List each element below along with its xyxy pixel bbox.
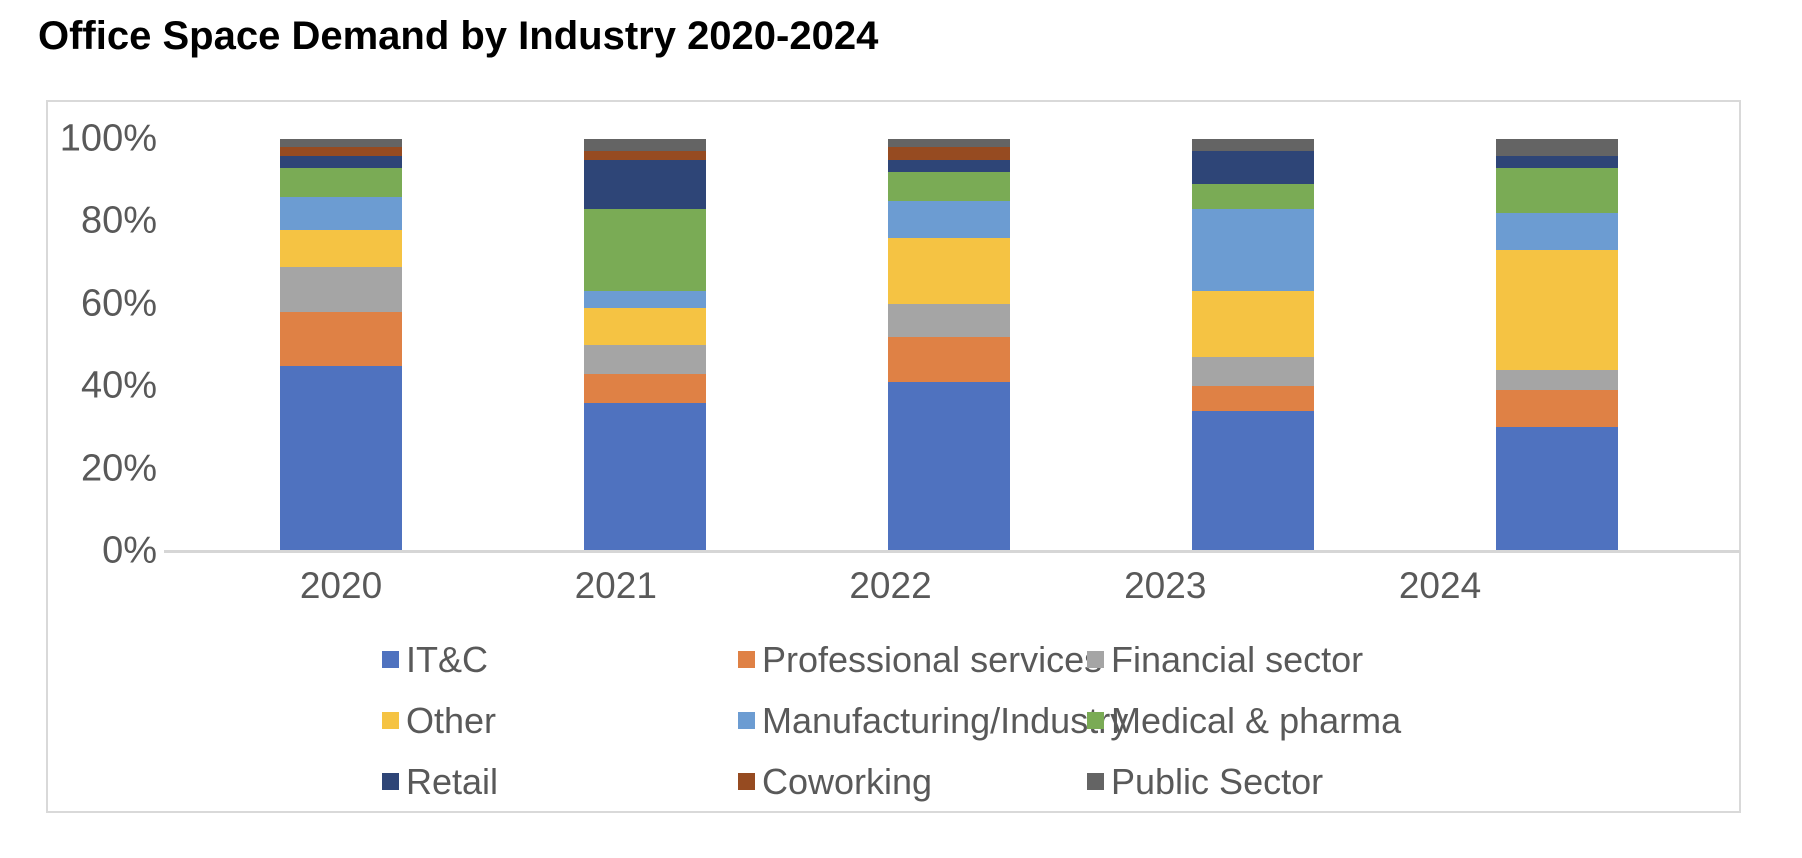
bar-2022 [888,139,1010,551]
bar-segment-retail [280,155,402,168]
legend-swatch-icon [382,773,399,790]
bar-segment-coworking [280,147,402,156]
y-tick-label: 40% [80,364,157,407]
bar-segment-retail [1496,155,1618,168]
legend-swatch-icon [738,773,755,790]
legend-item-professional-services: Professional services [738,639,1102,681]
bar-segment-other [280,229,402,267]
bar-segment-financial-sector [584,345,706,374]
legend-swatch-icon [382,712,399,729]
bar-2023 [1192,139,1314,551]
legend-item-public-sector: Public Sector [1087,761,1401,803]
legend-label: Other [406,699,497,741]
chart-title: Office Space Demand by Industry 2020-202… [38,14,879,58]
legend-swatch-icon [1087,773,1104,790]
plot-area [164,139,1740,553]
legend-label: Manufacturing/Industry [762,699,1129,741]
legend-item-medical-pharma: Medical & pharma [1087,700,1401,742]
y-tick-label: 80% [80,199,157,242]
bar-segment-medical-pharma [888,172,1010,201]
bar-segment-it-c [280,365,402,551]
legend-item-it-c: IT&C [382,639,738,681]
bar-segment-manufacturing-industry [888,200,1010,238]
bar-segment-coworking [888,147,1010,160]
bar-segment-manufacturing-industry [280,196,402,230]
chart-container: 100% 80% 60% 40% 20% 0% 2020 2021 2022 2023 2024 … [46,100,1741,813]
legend-label: Public Sector [1111,760,1324,802]
bar-segment-manufacturing-industry [584,291,706,308]
x-axis-line [164,550,1740,553]
y-tick-label: 0% [102,529,157,572]
bar-segment-public-sector [1496,139,1618,156]
bar-segment-manufacturing-industry [1496,213,1618,251]
y-axis: 100% 80% 60% 40% 20% 0% [48,102,203,811]
legend-swatch-icon [738,651,755,668]
legend-item-other: Other [382,700,738,742]
legend-item-retail: Retail [382,761,738,803]
bars-row [280,139,1618,551]
bar-2020 [280,139,402,551]
bar-segment-financial-sector [1496,369,1618,391]
bar-segment-financial-sector [1192,357,1314,387]
x-axis-labels: 2020 2021 2022 2023 2024 [280,565,1501,607]
legend-swatch-icon [738,712,755,729]
bar-segment-public-sector [888,139,1010,148]
y-tick-label: 60% [80,282,157,325]
bar-segment-other [1192,291,1314,358]
bar-segment-retail [888,159,1010,173]
legend-swatch-icon [1087,712,1104,729]
legend-swatch-icon [1087,651,1104,668]
y-tick-label: 100% [59,117,157,160]
bar-segment-manufacturing-industry [1192,209,1314,292]
x-axis-label: 2021 [574,565,657,606]
bar-segment-it-c [1192,410,1314,551]
bar-segment-professional-services [280,312,402,366]
bar-segment-medical-pharma [584,209,706,292]
bar-2021 [584,139,706,551]
bar-segment-financial-sector [888,303,1010,337]
bar-segment-other [584,307,706,346]
bar-segment-professional-services [584,373,706,403]
legend-label: IT&C [406,638,489,680]
bar-segment-professional-services [888,336,1010,383]
bar-segment-financial-sector [280,266,402,313]
bar-segment-public-sector [280,139,402,148]
bar-segment-public-sector [584,139,706,152]
bar-segment-it-c [888,382,1010,551]
bar-segment-coworking [584,151,706,160]
bar-segment-medical-pharma [280,167,402,197]
legend-swatch-icon [382,651,399,668]
bar-segment-other [888,237,1010,304]
bar-segment-professional-services [1496,390,1618,428]
legend-item-manufacturing-industry: Manufacturing/Industry [738,700,1128,742]
bar-segment-public-sector [1192,139,1314,152]
x-axis-label: 2024 [1398,565,1482,606]
bar-2024 [1496,139,1618,551]
bar-segment-it-c [1496,427,1618,551]
x-axis-label: 2020 [299,565,383,606]
bar-segment-retail [1192,151,1314,185]
bar-segment-other [1496,250,1618,370]
bar-segment-medical-pharma [1496,167,1618,214]
legend-label: Financial sector [1111,638,1364,680]
legend-item-financial-sector: Financial sector [1087,639,1401,681]
y-tick-label: 20% [80,447,157,490]
legend: IT&C Professional services Financial secto… [382,629,1401,812]
legend-label: Medical & pharma [1111,699,1402,741]
bar-segment-professional-services [1192,386,1314,411]
legend-label: Retail [406,760,499,802]
legend-item-coworking: Coworking [738,761,1087,803]
legend-label: Coworking [762,760,933,802]
legend-label: Professional services [762,638,1103,680]
bar-segment-medical-pharma [1192,184,1314,210]
x-axis-label: 2022 [849,565,932,606]
bar-segment-it-c [584,402,706,551]
x-axis-label: 2023 [1124,565,1207,606]
bar-segment-retail [584,159,706,210]
